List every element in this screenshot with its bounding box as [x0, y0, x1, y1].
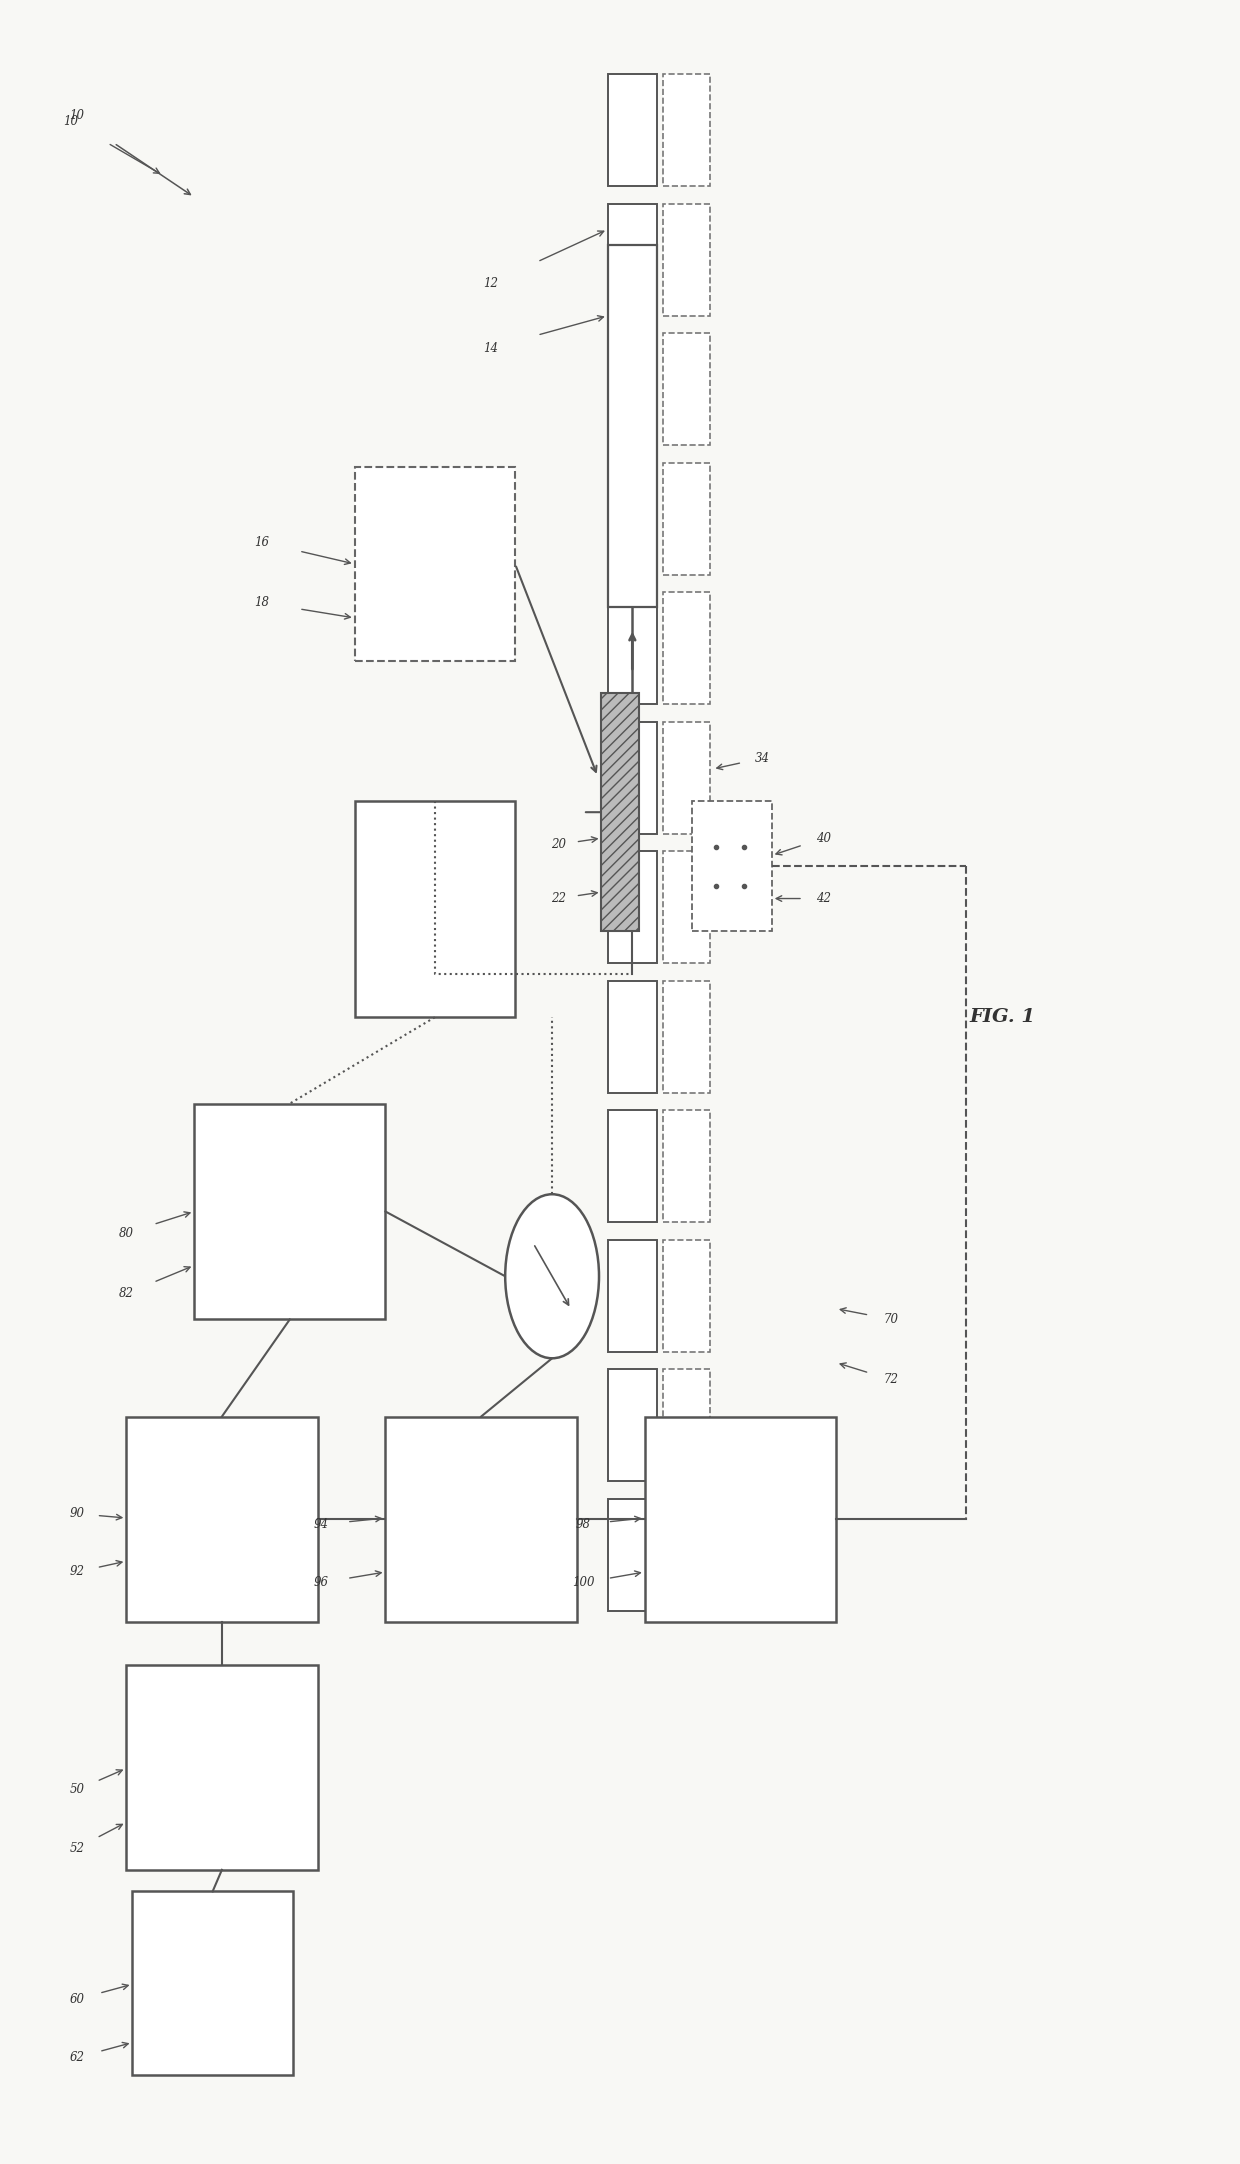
Text: 62: 62 [69, 2051, 84, 2064]
Bar [126, 1417, 317, 1621]
Text: 72: 72 [884, 1374, 899, 1387]
Text: 34: 34 [754, 751, 770, 764]
Bar [608, 1110, 657, 1223]
Bar [608, 203, 657, 316]
Text: 40: 40 [816, 831, 831, 844]
Bar [608, 593, 657, 703]
Text: 98: 98 [575, 1517, 590, 1530]
Bar [608, 333, 657, 446]
Bar [663, 463, 711, 576]
Bar [663, 850, 711, 963]
Text: 80: 80 [119, 1227, 134, 1240]
Text: 14: 14 [482, 342, 498, 355]
Bar [663, 1370, 711, 1482]
Text: 22: 22 [551, 892, 565, 905]
Bar [601, 692, 639, 931]
Bar [608, 1500, 657, 1610]
Text: 42: 42 [816, 892, 831, 905]
Bar [355, 467, 515, 662]
Bar [126, 1664, 317, 1870]
Bar [608, 721, 657, 833]
Bar [355, 801, 515, 1017]
Text: 16: 16 [254, 537, 269, 550]
Text: 20: 20 [551, 837, 565, 850]
Text: 50: 50 [69, 1783, 84, 1796]
Text: 10: 10 [63, 115, 78, 128]
Text: 94: 94 [314, 1517, 329, 1530]
Bar [608, 850, 657, 963]
Text: 96: 96 [314, 1575, 329, 1588]
Text: 12: 12 [482, 277, 498, 290]
Circle shape [505, 1195, 599, 1359]
Bar [663, 203, 711, 316]
Bar [608, 980, 657, 1093]
Text: 82: 82 [119, 1288, 134, 1301]
Bar [663, 74, 711, 186]
Bar [663, 333, 711, 446]
Bar [663, 1500, 711, 1610]
Bar [645, 1417, 836, 1621]
Bar [608, 1240, 657, 1352]
Bar [663, 721, 711, 833]
Text: 10: 10 [69, 108, 84, 121]
Bar [663, 1110, 711, 1223]
Text: 18: 18 [254, 597, 269, 610]
Bar [663, 980, 711, 1093]
Bar [663, 593, 711, 703]
Text: 52: 52 [69, 1842, 84, 1855]
Bar [608, 1370, 657, 1482]
Bar [692, 801, 771, 931]
Bar [663, 1240, 711, 1352]
Text: 60: 60 [69, 1993, 84, 2006]
Bar [608, 463, 657, 576]
Text: 70: 70 [884, 1314, 899, 1327]
Bar [133, 1891, 293, 2075]
Bar [608, 74, 657, 186]
Text: 100: 100 [572, 1575, 594, 1588]
Bar [386, 1417, 577, 1621]
Text: 92: 92 [69, 1565, 84, 1578]
Text: FIG. 1: FIG. 1 [970, 1008, 1035, 1026]
Text: 90: 90 [69, 1506, 84, 1519]
Bar [608, 245, 657, 608]
Bar [195, 1104, 386, 1320]
